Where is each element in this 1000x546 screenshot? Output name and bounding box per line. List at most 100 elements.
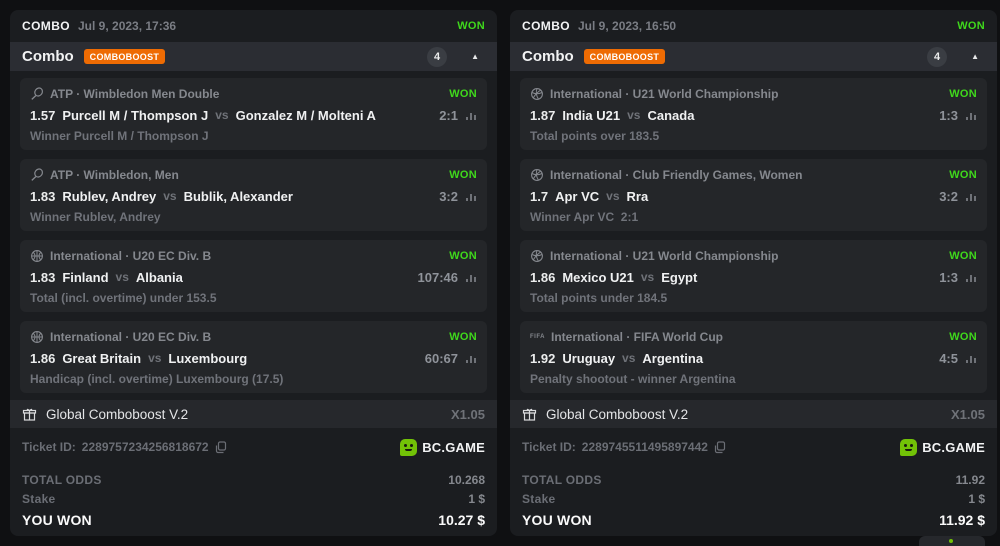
leg-status-badge: WON (449, 87, 477, 100)
home-team: Finland (62, 269, 109, 285)
stats-icon[interactable] (465, 271, 477, 283)
vs-label: vs (640, 270, 655, 284)
odds-value: 1.86 (30, 350, 56, 366)
leg-status-badge: WON (949, 249, 977, 262)
ticket-header: COMBO Jul 9, 2023, 16:50 WON (510, 10, 997, 42)
ticket-status-badge: WON (957, 20, 985, 32)
bet-type-label: COMBO (522, 19, 570, 33)
combo-toggle-bar[interactable]: Combo COMBOBOOST 4 ▲ (510, 42, 997, 71)
comboboost-multiplier: X1.05 (451, 406, 485, 422)
stats-icon[interactable] (965, 271, 977, 283)
fifa-icon: FIFA (530, 333, 545, 340)
bet-type-label: COMBO (22, 19, 70, 33)
bcgame-logo-text: BC.GAME (922, 439, 985, 455)
match-score: 3:2 (439, 188, 458, 204)
leg-status-badge: WON (449, 249, 477, 262)
league-label: International · Club Friendly Games, Wom… (550, 167, 803, 182)
away-team: Egypt (661, 269, 698, 285)
bet-leg[interactable]: FIFA International · FIFA World Cup WON … (520, 321, 987, 393)
comboboost-label: Global Comboboost V.2 (546, 406, 689, 422)
basketball-icon (30, 330, 44, 344)
stats-icon[interactable] (465, 109, 477, 121)
stake-label: Stake (22, 491, 56, 506)
stats-icon[interactable] (965, 352, 977, 364)
away-team: Canada (647, 107, 695, 123)
league-label: International · U20 EC Div. B (50, 248, 212, 263)
gift-icon (22, 407, 37, 422)
combo-toggle-bar[interactable]: Combo COMBOBOOST 4 ▲ (10, 42, 497, 71)
total-odds-value: 11.92 (955, 472, 985, 487)
vs-label: vs (215, 108, 229, 122)
home-team: Apr VC (555, 188, 600, 204)
bet-leg[interactable]: ATP · Wimbledon, Men WON 1.83 Rublev, An… (20, 159, 487, 231)
leg-status-badge: WON (949, 168, 977, 181)
you-won-label: YOU WON (22, 511, 92, 528)
legs-list: International · U21 World Championship W… (510, 71, 997, 393)
home-team: Rublev, Andrey (62, 188, 157, 204)
home-team: Great Britain (62, 350, 142, 366)
tennis-icon (30, 167, 44, 182)
you-won-label: YOU WON (522, 511, 592, 528)
odds-value: 1.83 (30, 269, 56, 285)
odds-value: 1.83 (30, 188, 56, 204)
match-score: 3:2 (939, 188, 958, 204)
vs-label: vs (606, 189, 620, 203)
comboboost-row: Global Comboboost V.2 X1.05 (510, 400, 997, 428)
home-team: India U21 (562, 107, 621, 123)
total-odds-label: TOTAL ODDS (22, 472, 102, 487)
bcgame-logo-icon (400, 438, 418, 456)
bet-leg[interactable]: International · U20 EC Div. B WON 1.83 F… (20, 240, 487, 312)
bcgame-logo: BC.GAME (900, 438, 985, 456)
bet-datetime: Jul 9, 2023, 16:50 (578, 19, 677, 33)
stats-icon[interactable] (465, 190, 477, 202)
leg-status-badge: WON (949, 330, 977, 343)
bet-leg[interactable]: International · U20 EC Div. B WON 1.86 G… (20, 321, 487, 393)
bet-leg[interactable]: International · Club Friendly Games, Wom… (520, 159, 987, 231)
home-team: Purcell M / Thompson J (62, 107, 209, 123)
away-team: Bublik, Alexander (183, 188, 293, 204)
bcgame-logo-dot (949, 539, 953, 543)
ticket-id-value: 2289757234256818672 (81, 440, 209, 454)
stats-icon[interactable] (965, 109, 977, 121)
ticket-totals: TOTAL ODDS 11.92 Stake 1 $ YOU WON 11.92… (510, 466, 997, 536)
market-label: Winner Purcell M / Thompson J (30, 129, 209, 143)
stats-icon[interactable] (465, 352, 477, 364)
match-score: 1:3 (939, 269, 958, 285)
home-team: Mexico U21 (562, 269, 634, 285)
copy-icon[interactable] (714, 440, 726, 454)
vs-label: vs (115, 270, 129, 284)
away-team: Argentina (642, 350, 704, 366)
stake-value: 1 $ (468, 491, 485, 506)
bet-leg[interactable]: International · U21 World Championship W… (520, 78, 987, 150)
next-card-peek (919, 536, 985, 546)
gift-icon (522, 407, 537, 422)
ticket-id-label: Ticket ID: (522, 440, 576, 454)
vs-label: vs (627, 108, 641, 122)
bcgame-logo-icon (900, 438, 918, 456)
match-score: 107:46 (417, 269, 458, 285)
total-odds-value: 10.268 (448, 472, 485, 487)
copy-icon[interactable] (215, 440, 227, 454)
odds-value: 1.92 (530, 350, 556, 366)
vs-label: vs (148, 351, 162, 365)
bet-leg[interactable]: International · U21 World Championship W… (520, 240, 987, 312)
ticket-id-label: Ticket ID: (22, 440, 76, 454)
volleyball-icon (530, 87, 544, 101)
volleyball-icon (530, 168, 544, 182)
match-score: 1:3 (939, 107, 958, 123)
match-score: 60:67 (424, 350, 458, 366)
market-label: Winner Apr VC 2:1 (530, 210, 639, 224)
league-label: International · U20 EC Div. B (50, 329, 212, 344)
collapse-icon[interactable]: ▲ (471, 52, 479, 61)
stats-icon[interactable] (965, 190, 977, 202)
legs-count-badge: 4 (927, 46, 948, 67)
collapse-icon[interactable]: ▲ (971, 52, 979, 61)
ticket-id-row: Ticket ID: 2289745511495897442 BC.GAME (510, 428, 997, 466)
vs-label: vs (622, 351, 636, 365)
league-label: International · U21 World Championship (550, 86, 779, 101)
odds-value: 1.7 (530, 188, 549, 204)
bet-leg[interactable]: ATP · Wimbledon Men Double WON 1.57 Purc… (20, 78, 487, 150)
ticket-header: COMBO Jul 9, 2023, 17:36 WON (10, 10, 497, 42)
bcgame-logo: BC.GAME (400, 438, 485, 456)
